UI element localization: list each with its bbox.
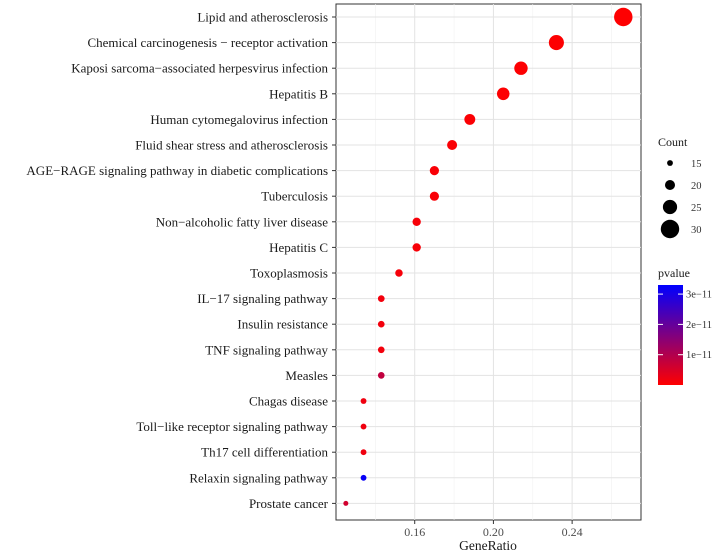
color-legend: pvalue 3e−11 2e−11 1e−11 [658,266,712,385]
data-point [360,398,367,404]
data-point [514,61,528,75]
data-point [395,269,403,277]
data-point [343,500,349,506]
category-label: Tuberculosis [261,189,328,204]
category-label: Human cytomegalovirus infection [150,112,328,127]
category-label: Lipid and atherosclerosis [197,10,328,25]
category-label: Toxoplasmosis [250,266,328,281]
size-legend-dot [664,179,676,191]
data-point [464,113,476,125]
category-label: Hepatitis B [269,86,328,101]
data-point [429,166,439,176]
colorbar-label: 1e−11 [686,350,712,361]
size-legend-label: 20 [691,181,702,192]
category-label: Chagas disease [249,394,328,409]
data-point [377,346,385,354]
x-tick-label: 0.16 [404,525,425,539]
data-point [614,7,633,27]
size-legend-label: 25 [691,203,702,214]
category-label: AGE−RAGE signaling pathway in diabetic c… [26,163,328,178]
colorbar-label: 3e−11 [686,290,712,301]
data-point [412,243,421,252]
x-axis: 0.16 0.20 0.24 [404,520,583,539]
size-legend: Count 15 20 25 30 [658,135,702,239]
x-tick-label: 0.24 [562,525,583,539]
color-legend-title: pvalue [658,266,690,280]
colorbar-label: 2e−11 [686,320,712,331]
category-label: TNF signaling pathway [205,342,328,357]
data-point [377,320,385,328]
size-legend-label: 30 [691,225,702,236]
data-point [377,295,385,302]
data-points [343,7,633,506]
data-point [412,217,421,226]
category-label: Prostate cancer [249,496,329,511]
data-point [496,87,510,101]
category-label: Relaxin signaling pathway [189,470,328,485]
category-labels: Lipid and atherosclerosis Chemical carcin… [26,10,328,511]
y-tick-marks [332,16,336,504]
size-legend-dot [662,199,678,215]
category-label: Fluid shear stress and atherosclerosis [135,138,328,153]
category-label: Measles [285,368,328,383]
category-label: Hepatitis C [269,240,328,255]
size-legend-label: 15 [691,159,702,170]
data-point [360,474,367,481]
data-point [548,35,564,51]
category-label: IL−17 signaling pathway [197,291,328,306]
data-point [360,449,367,456]
category-label: Chemical carcinogenesis − receptor activ… [87,35,328,50]
category-label: Non−alcoholic fatty liver disease [156,214,329,229]
plot-panel [335,3,642,521]
x-tick-label: 0.20 [483,525,504,539]
data-point [429,191,439,201]
size-legend-title: Count [658,135,688,149]
grid-lines [336,4,641,520]
data-point [360,423,367,430]
size-legend-dot [660,219,680,239]
category-label: Insulin resistance [237,317,328,332]
category-label: Th17 cell differentiation [201,445,328,460]
data-point [447,139,458,151]
category-label: Toll−like receptor signaling pathway [136,419,328,434]
data-point [377,372,385,379]
size-legend-dot [667,160,673,166]
category-label: Kaposi sarcoma−associated herpesvirus in… [71,61,328,76]
x-axis-title: GeneRatio [459,538,517,553]
pvalue-colorbar [658,285,683,385]
